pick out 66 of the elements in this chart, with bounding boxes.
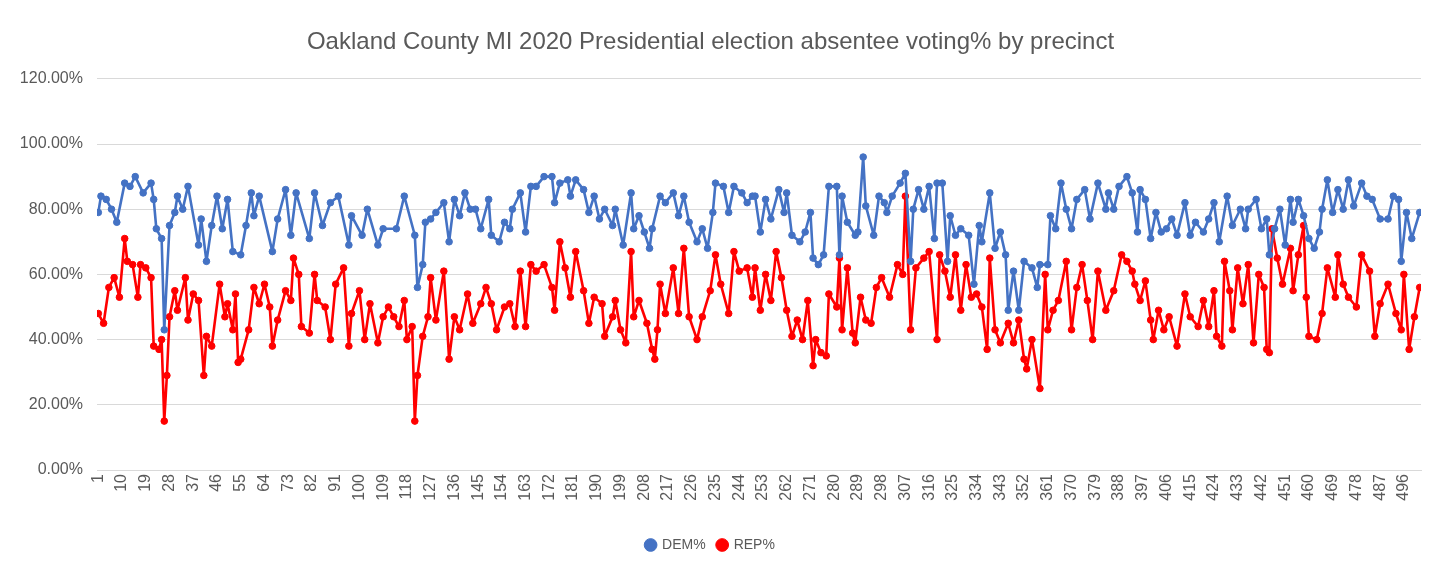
x-tick-label: 388 [1109,473,1127,501]
x-tick-label: 478 [1346,473,1364,501]
x-tick-label: 280 [824,473,842,501]
x-tick-label: 82 [302,473,320,492]
x-tick-label: 145 [468,473,486,501]
x-tick-label: 397 [1133,473,1151,501]
x-tick-label: 37 [183,473,201,492]
y-tick-label: 20.00% [28,395,83,413]
x-tick-label: 190 [587,473,605,501]
x-tick-label: 307 [895,473,913,501]
x-tick-label: 1 [88,473,106,483]
x-tick-label: 271 [800,473,818,501]
x-tick-label: 73 [278,473,296,492]
x-tick-label: 370 [1061,473,1079,501]
x-tick-label: 361 [1038,473,1056,501]
x-tick-label: 46 [207,473,225,492]
x-tick-label: 235 [705,473,723,501]
x-tick-label: 325 [943,473,961,501]
x-tick-label: 127 [421,473,439,501]
legend-label: DEM% [662,535,706,552]
x-tick-label: 298 [872,473,890,501]
x-tick-label: 424 [1204,473,1222,501]
x-tick-label: 316 [919,473,937,501]
x-tick-label: 415 [1180,473,1198,501]
x-tick-label: 109 [373,473,391,501]
y-tick-label: 120.00% [19,69,83,87]
x-tick-label: 28 [159,473,177,492]
x-tick-label: 181 [563,473,581,501]
x-tick-label: 451 [1275,473,1293,501]
x-tick-label: 262 [777,473,795,501]
y-tick-label: 80.00% [28,199,83,217]
y-tick-label: 0.00% [37,460,83,478]
x-tick-label: 91 [326,473,344,492]
x-tick-label: 460 [1299,473,1317,501]
x-tick-label: 55 [231,473,249,492]
x-tick-label: 19 [136,473,154,492]
x-tick-label: 406 [1156,473,1174,501]
x-tick-label: 118 [397,473,415,500]
x-tick-label: 163 [515,473,533,501]
x-tick-label: 10 [112,473,130,492]
legend-label: REP% [733,535,775,552]
x-tick-label: 442 [1251,473,1269,501]
x-tick-label: 379 [1085,473,1103,501]
x-tick-label: 154 [492,473,510,501]
x-tick-label: 172 [539,473,557,501]
x-tick-label: 136 [444,473,462,501]
x-tick-label: 199 [610,473,628,501]
x-tick-label: 352 [1014,473,1032,501]
x-tick-label: 343 [990,473,1008,501]
x-tick-label: 469 [1323,473,1341,501]
x-tick-label: 487 [1370,473,1388,501]
x-tick-label: 289 [848,473,866,501]
x-tick-label: 226 [682,473,700,501]
x-tick-label: 64 [254,473,272,492]
x-tick-label: 496 [1394,473,1412,501]
y-tick-label: 40.00% [28,330,83,348]
x-tick-label: 217 [658,473,676,501]
x-tick-label: 433 [1228,473,1246,501]
chart-title: Oakland County MI 2020 Presidential election absentee voting% by precinct [306,27,1115,55]
y-tick-label: 60.00% [28,264,83,282]
x-tick-label: 253 [753,473,771,501]
x-tick-label: 208 [634,473,652,501]
x-tick-label: 334 [967,473,984,501]
y-tick-label: 100.00% [19,134,83,152]
x-tick-label: 244 [729,473,747,501]
x-tick-label: 100 [349,473,367,501]
